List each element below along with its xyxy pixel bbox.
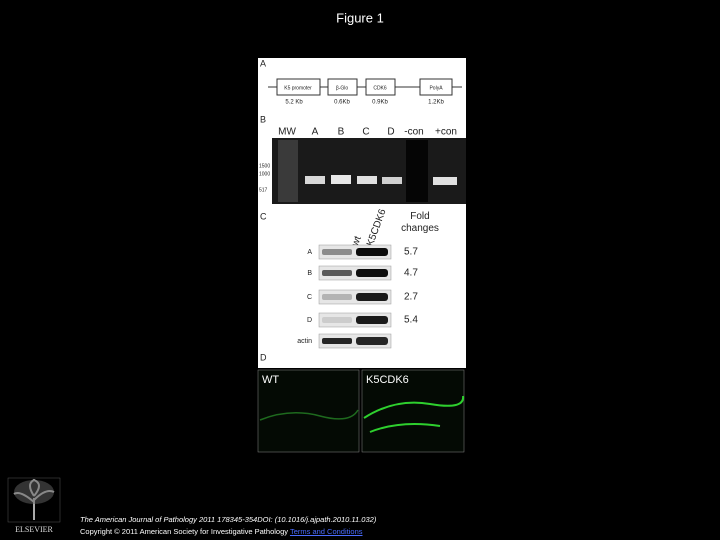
blot-band: [322, 338, 352, 344]
copyright-line: Copyright © 2011 American Society for In…: [80, 527, 363, 536]
fold-change: 5.4: [404, 315, 418, 326]
fold-change: 2.7: [404, 292, 418, 303]
panel-label: B: [260, 114, 266, 124]
lane-label: A: [312, 127, 319, 138]
blot-band: [356, 337, 388, 345]
gel-ladder: [278, 140, 298, 202]
image-label: K5CDK6: [366, 374, 409, 386]
fluorescence: [259, 409, 359, 421]
slide-title: Figure 1: [336, 10, 384, 25]
size-label: 0.9Kb: [372, 100, 388, 106]
size-label: 1.2Kb: [428, 100, 444, 106]
row-label: actin: [297, 338, 312, 345]
construct-box: [276, 78, 321, 96]
blot-band: [322, 249, 352, 255]
terms-link[interactable]: Terms and Conditions: [289, 527, 363, 536]
construct-box: [365, 78, 396, 96]
blot-band: [322, 270, 352, 276]
fold-header: Fold changes: [401, 211, 439, 234]
gel-band: [357, 176, 377, 184]
fold-change: 5.7: [404, 247, 418, 258]
fold-change: 4.7: [404, 268, 418, 279]
publisher-name: ELSEVIER: [15, 525, 53, 534]
blot-band: [356, 248, 388, 256]
copyright: Copyright © 2011 American Society for In…: [80, 527, 288, 536]
marker-label: 1000: [259, 171, 270, 177]
citation: The American Journal of Pathology 2011 1…: [80, 515, 377, 524]
size-label: 5.2 Kb: [285, 100, 303, 106]
fluorescence: [363, 395, 465, 433]
gel-band: [305, 176, 325, 184]
marker-label: 1500: [259, 163, 270, 169]
construct-box: [327, 78, 358, 96]
construct-label: K5 promoter: [284, 85, 312, 91]
blot-band: [356, 269, 388, 277]
gel-band: [331, 175, 351, 184]
marker-label: 517: [259, 187, 268, 193]
lane-label: +con: [435, 127, 457, 138]
blot-band: [322, 294, 352, 300]
row-label: C: [307, 294, 312, 301]
gel-image: [272, 138, 466, 204]
construct-label: PolyA: [429, 85, 443, 91]
gel-band: [382, 177, 402, 184]
row-label: D: [307, 317, 312, 324]
construct-label: CDK6: [373, 85, 387, 91]
image-label: WT: [262, 374, 279, 386]
logo-foliage: [14, 480, 54, 504]
panel-label: A: [260, 58, 266, 68]
lane-label: D: [387, 127, 394, 138]
panel-label: D: [260, 352, 267, 362]
panel-label: C: [260, 211, 267, 221]
lane-label: B: [338, 127, 345, 138]
gel-band: [433, 177, 457, 185]
lane-label: -con: [404, 127, 423, 138]
construct-box: [419, 78, 453, 96]
micrograph: [257, 369, 360, 453]
lane-label: MW: [278, 127, 296, 138]
size-label: 0.6Kb: [334, 100, 350, 106]
blot-band: [322, 317, 352, 323]
row-label: A: [307, 249, 312, 256]
lane-label: C: [362, 127, 369, 138]
gel-lane: [406, 140, 428, 202]
construct-label: β-Glo: [336, 85, 349, 91]
blot-band: [356, 293, 388, 301]
blot-band: [356, 316, 388, 324]
row-label: B: [307, 270, 312, 277]
